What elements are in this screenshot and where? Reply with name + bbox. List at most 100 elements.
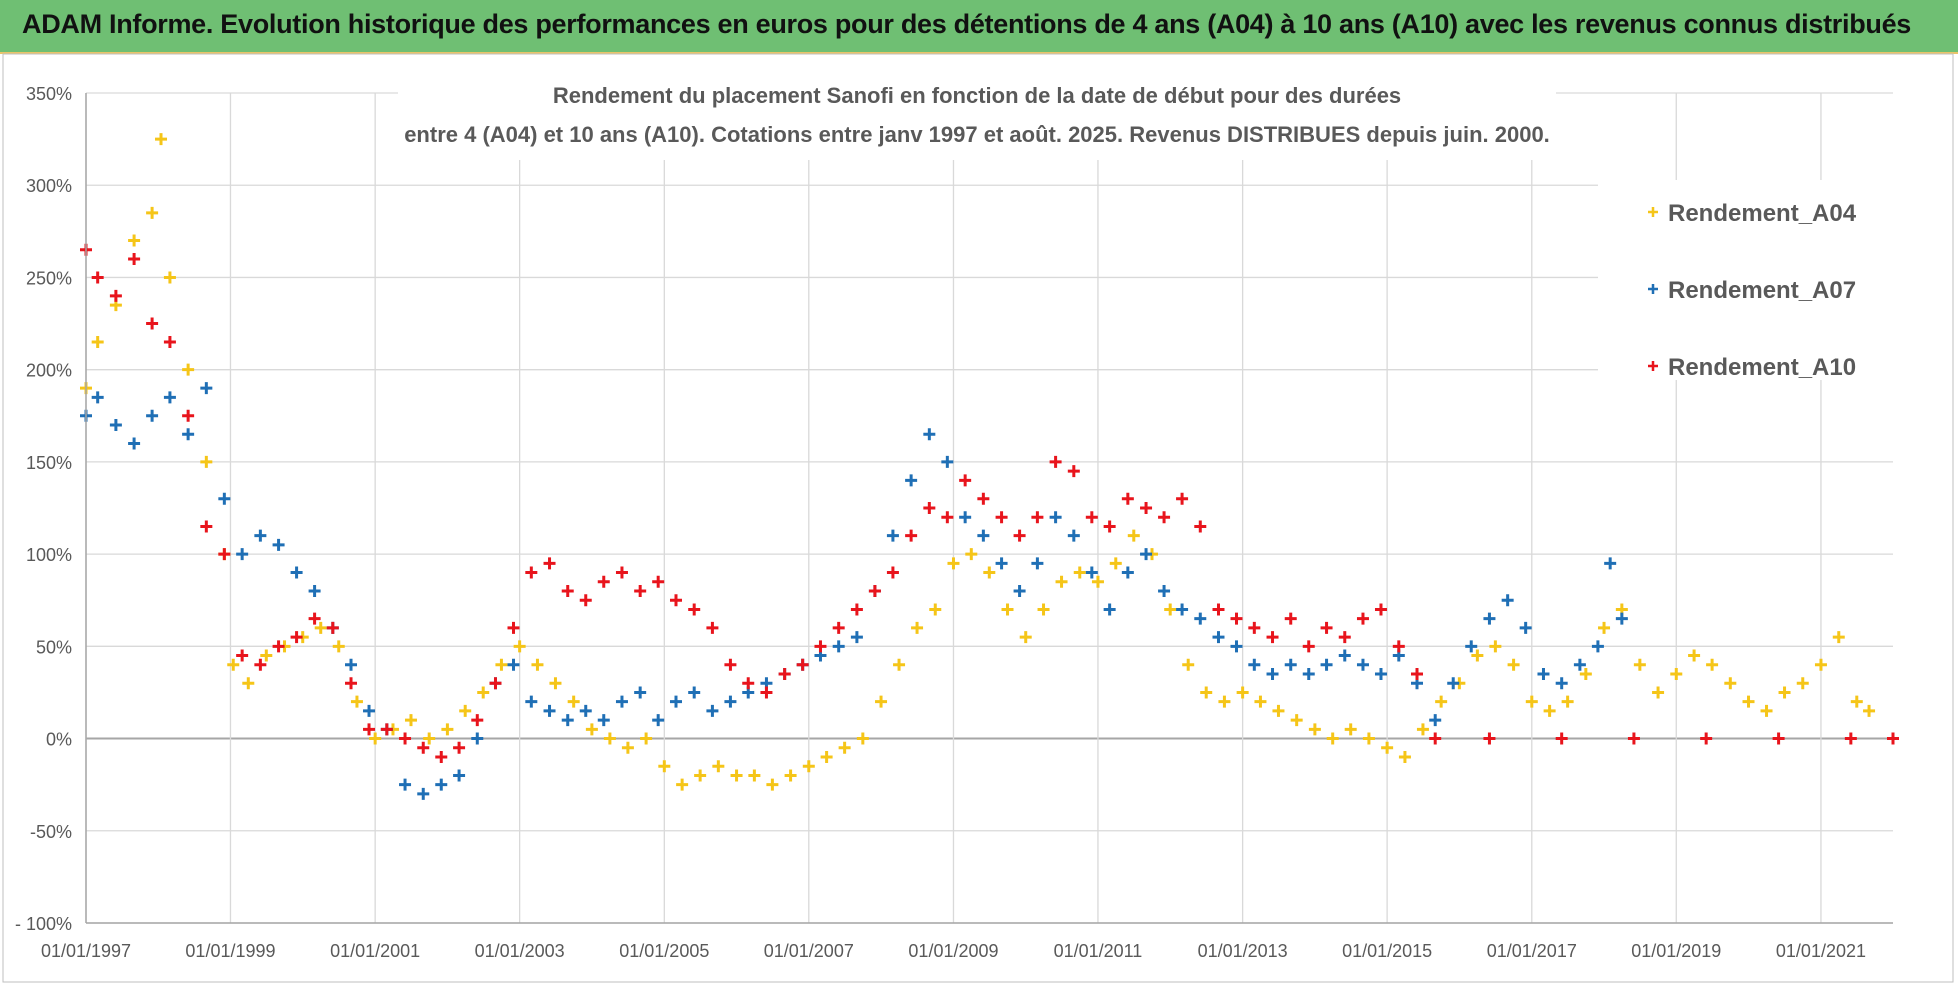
data-point (308, 612, 321, 625)
data-point (495, 658, 508, 671)
data-point (128, 253, 141, 265)
data-point (146, 206, 159, 219)
data-point (1176, 603, 1189, 616)
data-point (308, 585, 321, 597)
data-point (802, 760, 815, 773)
data-point (585, 723, 598, 736)
data-point (1724, 677, 1737, 690)
data-point (640, 732, 653, 745)
data-point (832, 621, 845, 634)
data-point (163, 271, 176, 284)
data-point (1320, 621, 1333, 634)
data-point (363, 704, 376, 717)
data-point (109, 419, 122, 431)
data-point (404, 714, 417, 727)
data-point (1814, 658, 1827, 671)
data-point (1230, 612, 1243, 625)
data-point (1627, 732, 1640, 745)
data-point (254, 529, 267, 542)
x-tick-label: 01/01/2005 (619, 941, 709, 961)
data-point (1392, 640, 1405, 653)
data-point (820, 751, 833, 763)
data-point (923, 502, 936, 514)
series-Rendement_A04 (80, 133, 1876, 791)
data-point (417, 787, 430, 800)
data-point (868, 585, 881, 597)
legend-backdrop (1598, 180, 1898, 380)
data-point (748, 769, 761, 782)
data-point (977, 492, 990, 505)
data-point (1073, 566, 1086, 579)
data-point (796, 658, 809, 671)
data-point (1194, 612, 1207, 625)
legend-label: Rendement_A10 (1668, 354, 1856, 381)
data-point (1338, 649, 1351, 662)
x-tick-label: 01/01/2003 (475, 941, 565, 961)
data-point (694, 769, 707, 782)
data-point (1085, 511, 1098, 524)
x-tick-label: 01/01/2007 (764, 941, 854, 961)
data-point (1555, 677, 1568, 690)
banner-title: ADAM Informe. Evolution historique des p… (22, 9, 1912, 39)
marks (80, 133, 1899, 800)
data-point (543, 704, 556, 717)
data-point (561, 714, 574, 727)
data-point (1248, 621, 1261, 634)
data-point (911, 621, 924, 634)
data-point (1573, 658, 1586, 671)
data-point (730, 769, 743, 782)
data-point (1435, 695, 1448, 708)
y-tick-label: 0% (46, 730, 72, 750)
y-tick-label: 150% (26, 453, 72, 473)
data-point (1863, 704, 1876, 717)
x-tick-label: 01/01/2019 (1631, 941, 1721, 961)
data-point (345, 677, 358, 690)
data-point (1416, 723, 1429, 736)
data-point (941, 455, 954, 468)
data-point (1429, 714, 1442, 727)
x-tick-label: 01/01/2021 (1776, 941, 1866, 961)
y-tick-label: 250% (26, 268, 72, 288)
data-point (688, 686, 701, 699)
series-Rendement_A07 (80, 382, 1628, 800)
data-point (290, 566, 303, 579)
data-point (597, 714, 610, 727)
data-point (182, 409, 195, 422)
data-point (1067, 465, 1080, 478)
data-point (1103, 603, 1116, 616)
data-point (856, 732, 869, 745)
data-point (929, 603, 942, 616)
data-point (1067, 529, 1080, 542)
data-point (1411, 668, 1423, 680)
data-point (218, 492, 231, 505)
x-tick-label: 01/01/2017 (1487, 941, 1577, 961)
data-point (543, 557, 556, 570)
legend-label: Rendement_A07 (1668, 277, 1856, 304)
data-point (182, 363, 195, 376)
data-point (1055, 575, 1068, 588)
data-point (1543, 704, 1556, 717)
data-point (669, 594, 682, 607)
data-point (658, 760, 671, 773)
data-point (1374, 603, 1387, 616)
data-point (91, 271, 104, 284)
legend-marker (1648, 361, 1658, 371)
data-point (814, 640, 827, 653)
data-point (941, 511, 954, 524)
data-point (200, 455, 213, 468)
data-point (1832, 631, 1845, 644)
legend-label: Rendement_A04 (1668, 200, 1857, 227)
data-point (236, 548, 249, 561)
y-tick-label: 200% (26, 361, 72, 381)
data-point (947, 557, 960, 570)
data-point (959, 511, 972, 524)
data-point (200, 520, 213, 533)
data-point (1049, 511, 1062, 524)
y-tick-label: -50% (30, 822, 72, 842)
series-Rendement_A10 (80, 243, 1899, 763)
data-point (531, 658, 544, 671)
data-point (724, 658, 737, 671)
data-point (1158, 585, 1171, 597)
data-point (128, 234, 141, 247)
